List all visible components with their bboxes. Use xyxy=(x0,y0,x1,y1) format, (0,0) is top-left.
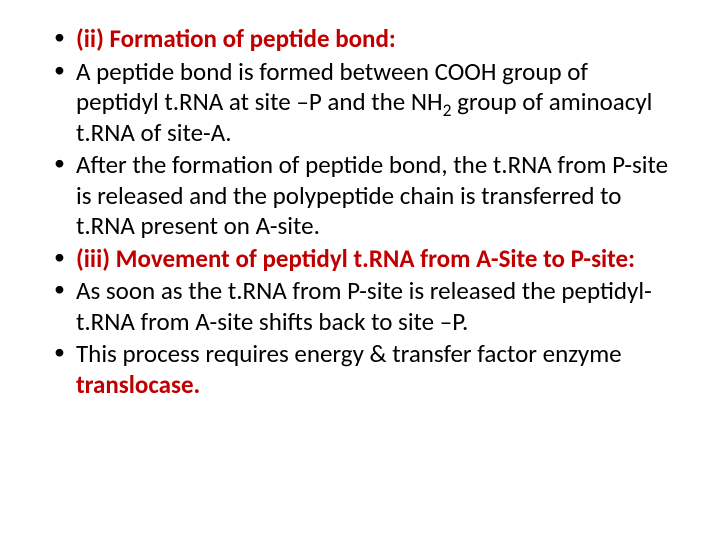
list-item: (iii) Movement of peptidyl t.RNA from A-… xyxy=(48,244,672,275)
bullet-heading: (iii) Movement of peptidyl t.RNA from A-… xyxy=(76,243,635,274)
bullet-emphasis: translocase. xyxy=(76,369,200,400)
bullet-text: This process requires energy & transfer … xyxy=(76,338,622,369)
list-item: This process requires energy & transfer … xyxy=(48,339,672,400)
bullet-text: As soon as the t.RNA from P-site is rele… xyxy=(76,275,652,337)
bullet-text: After the formation of peptide bond, the… xyxy=(76,149,668,241)
bullet-heading: (ii) Formation of peptide bond: xyxy=(76,23,396,54)
list-item: (ii) Formation of peptide bond: xyxy=(48,24,672,55)
list-item: A peptide bond is formed between COOH gr… xyxy=(48,57,672,149)
slide: (ii) Formation of peptide bond:A peptide… xyxy=(0,0,720,540)
bullet-list: (ii) Formation of peptide bond:A peptide… xyxy=(48,24,672,400)
list-item: As soon as the t.RNA from P-site is rele… xyxy=(48,276,672,337)
list-item: After the formation of peptide bond, the… xyxy=(48,150,672,242)
